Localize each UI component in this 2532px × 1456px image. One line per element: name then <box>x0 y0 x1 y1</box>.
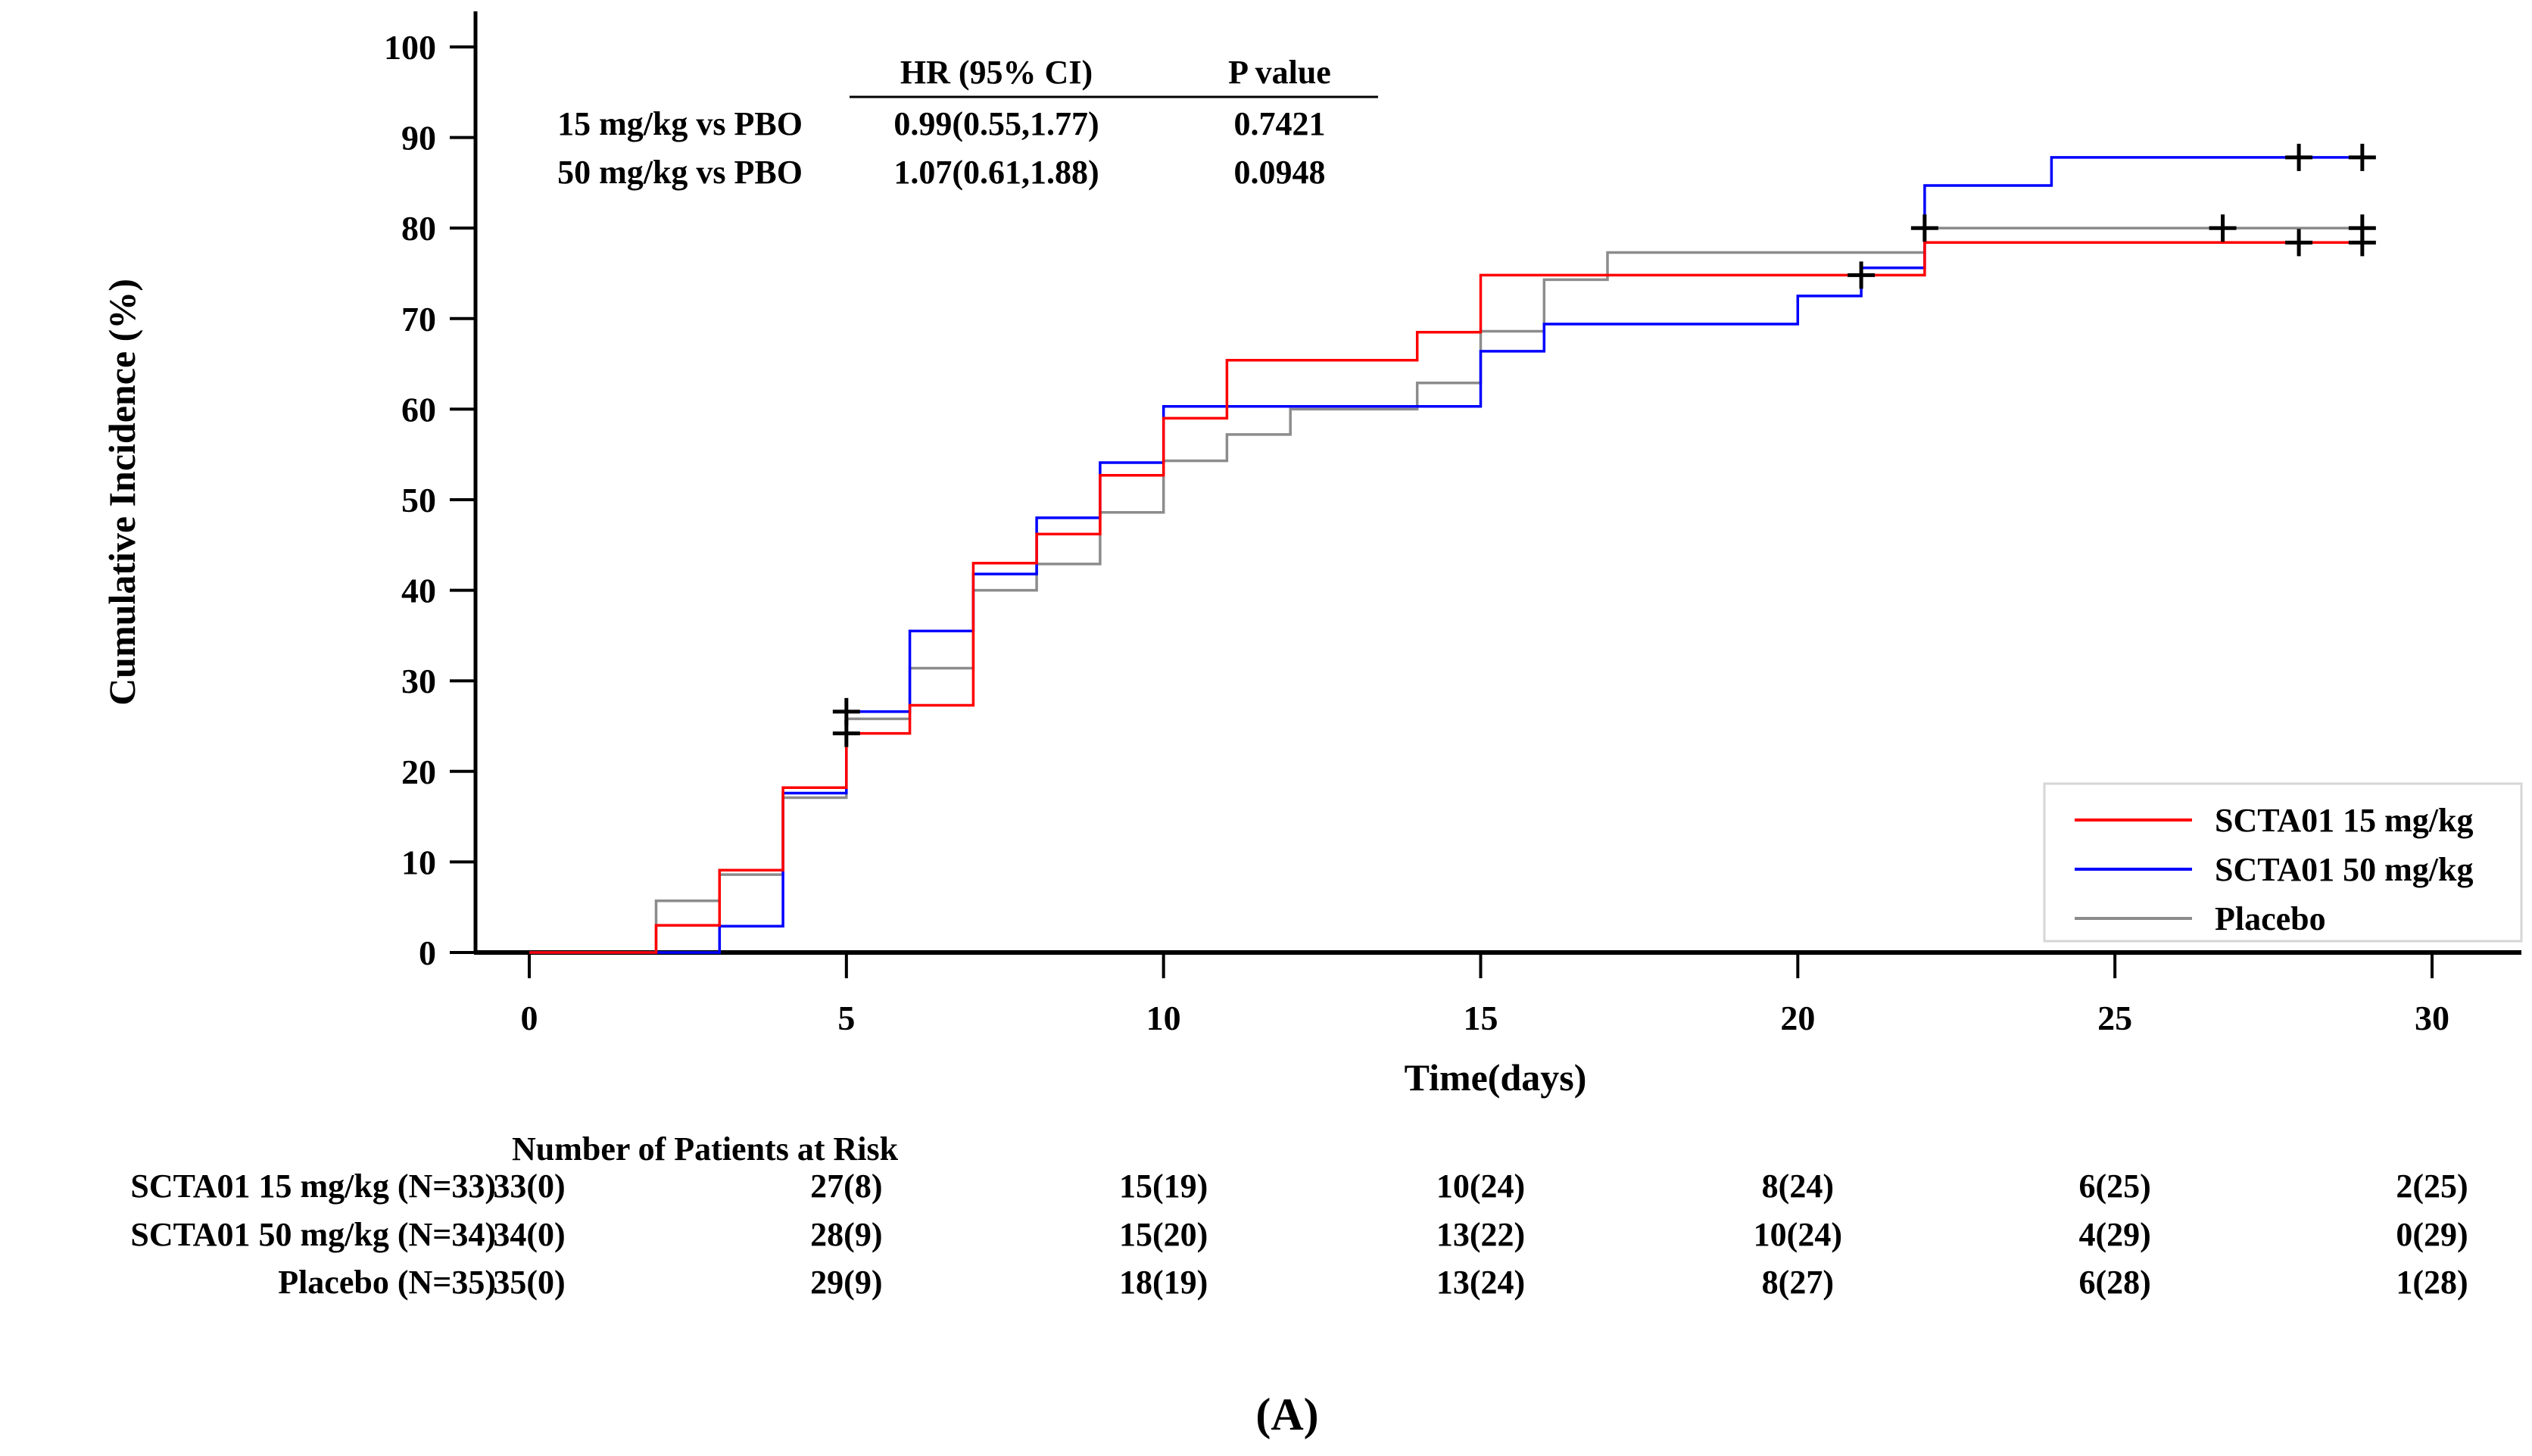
censor-plus-mark <box>2285 229 2313 257</box>
legend-label-scta01-15: SCTA01 15 mg/kg <box>2215 802 2473 839</box>
curve-scta01-50-mg-kg <box>529 156 2369 954</box>
y-tick-label: 10 <box>401 843 436 881</box>
risk-value-cell: 15(19) <box>1119 1168 1208 1205</box>
curve-scta01-15-mg-kg <box>529 241 2369 954</box>
risk-value-cell: 10(24) <box>1436 1168 1525 1205</box>
x-axis-title: Time(days) <box>1405 1056 1587 1099</box>
risk-value-cell: 0(29) <box>2396 1216 2468 1253</box>
hr-table-header-p: P value <box>1228 54 1331 91</box>
y-tick-label: 50 <box>401 481 436 519</box>
risk-value-cell: 29(9) <box>810 1264 882 1301</box>
censor-plus-mark <box>2348 143 2376 171</box>
figure-caption: (A) <box>1255 1389 1318 1439</box>
y-tick-label: 30 <box>401 662 436 700</box>
legend-label-scta01-50: SCTA01 50 mg/kg <box>2215 851 2473 888</box>
censor-plus-mark <box>1848 261 1876 289</box>
y-tick-label: 40 <box>401 572 436 610</box>
risk-value-cell: 15(20) <box>1119 1216 1208 1253</box>
censor-plus-mark <box>1910 214 1938 242</box>
censor-marks <box>832 143 2376 747</box>
risk-value-cell: 13(24) <box>1436 1264 1525 1301</box>
censor-plus-mark <box>832 719 860 747</box>
x-tick-label: 0 <box>521 999 538 1037</box>
risk-value-cell: 27(8) <box>810 1168 882 1205</box>
legend-label-placebo: Placebo <box>2215 900 2326 937</box>
risk-value-cell: 10(24) <box>1754 1216 1842 1253</box>
x-tick-label: 10 <box>1146 999 1181 1037</box>
hr-annotation-table: HR (95% CI) P value 15 mg/kg vs PBO 0.99… <box>557 54 1378 191</box>
risk-value-cell: 35(0) <box>493 1264 565 1301</box>
y-tick-label: 80 <box>401 209 436 248</box>
x-tick-label: 25 <box>2097 999 2132 1037</box>
hr-row2-label: 50 mg/kg vs PBO <box>557 154 803 191</box>
y-tick-label: 20 <box>401 753 436 791</box>
legend-box <box>2043 782 2523 943</box>
risk-value-cell: 8(24) <box>1762 1168 1834 1205</box>
y-axis-title: Cumulative Incidence (%) <box>101 279 143 706</box>
x-axis-ticks: 0 5 10 15 20 25 30 <box>521 952 2449 1037</box>
survival-step-curves <box>529 156 2369 954</box>
censor-plus-mark <box>2285 143 2313 171</box>
risk-value-cell: 18(19) <box>1119 1264 1208 1301</box>
y-tick-label: 60 <box>401 390 436 429</box>
risk-value-cell: 34(0) <box>493 1216 565 1253</box>
y-axis-ticks: 0 10 20 30 40 50 60 70 80 90 100 <box>384 28 476 972</box>
curve-placebo <box>529 226 2369 954</box>
hr-row2-pvalue: 0.0948 <box>1234 154 1326 191</box>
censor-plus-mark <box>2348 229 2376 257</box>
y-tick-label: 70 <box>401 300 436 338</box>
hr-row2-value: 1.07(0.61,1.88) <box>893 154 1099 191</box>
risk-row-label-scta01-50: SCTA01 50 mg/kg (N=34) <box>130 1216 496 1253</box>
risk-value-cell: 28(9) <box>810 1216 882 1253</box>
hr-table-header-hr: HR (95% CI) <box>900 54 1093 91</box>
y-tick-label: 90 <box>401 119 436 157</box>
risk-value-cell: 33(0) <box>493 1168 565 1205</box>
y-tick-label: 100 <box>384 28 436 67</box>
legend: SCTA01 15 mg/kg SCTA01 50 mg/kg Placebo <box>2043 782 2523 943</box>
hr-row1-value: 0.99(0.55,1.77) <box>893 105 1099 142</box>
risk-row-label-scta01-15: SCTA01 15 mg/kg (N=33) <box>130 1168 496 1205</box>
risk-row-label-placebo: Placebo (N=35) <box>278 1264 496 1301</box>
x-tick-label: 5 <box>837 999 855 1037</box>
risk-value-cell: 2(25) <box>2396 1168 2468 1205</box>
risk-value-cell: 6(25) <box>2079 1168 2151 1205</box>
x-tick-label: 20 <box>1780 999 1815 1037</box>
risk-row-values: 33(0) 27(8) 15(19) 10(24) 8(24) 6(25) 2(25) 34(… <box>493 1168 2468 1301</box>
risk-value-cell: 6(28) <box>2079 1264 2151 1301</box>
hr-row1-pvalue: 0.7421 <box>1234 105 1326 142</box>
risk-table-title: Number of Patients at Risk <box>512 1130 899 1168</box>
risk-value-cell: 13(22) <box>1436 1216 1525 1253</box>
risk-value-cell: 8(27) <box>1762 1264 1834 1301</box>
hr-row1-label: 15 mg/kg vs PBO <box>557 105 803 142</box>
risk-value-cell: 4(29) <box>2079 1216 2151 1253</box>
censor-plus-mark <box>2209 214 2237 242</box>
risk-value-cell: 1(28) <box>2396 1264 2468 1301</box>
x-tick-label: 30 <box>2415 999 2449 1037</box>
y-tick-label: 0 <box>419 934 436 972</box>
number-at-risk-table: Number of Patients at Risk SCTA01 15 mg/… <box>130 1130 2468 1301</box>
x-tick-label: 15 <box>1464 999 1498 1037</box>
